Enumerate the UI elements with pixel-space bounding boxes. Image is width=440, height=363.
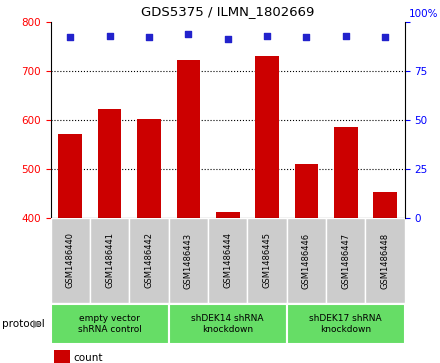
Point <box>106 33 113 38</box>
Title: GDS5375 / ILMN_1802669: GDS5375 / ILMN_1802669 <box>141 5 315 18</box>
Point <box>381 34 389 40</box>
Text: empty vector
shRNA control: empty vector shRNA control <box>78 314 142 334</box>
Bar <box>169 304 287 344</box>
Bar <box>59 134 82 363</box>
Bar <box>137 119 161 363</box>
Bar <box>90 218 129 303</box>
Point <box>185 30 192 36</box>
Text: GSM1486448: GSM1486448 <box>381 232 390 289</box>
Bar <box>98 109 121 363</box>
Bar <box>287 304 405 344</box>
Text: GSM1486440: GSM1486440 <box>66 232 75 289</box>
Bar <box>51 218 90 303</box>
Text: count: count <box>73 352 103 363</box>
Point <box>146 34 153 40</box>
Bar <box>373 192 397 363</box>
Bar <box>176 60 200 363</box>
Bar <box>295 164 318 363</box>
Point <box>264 33 271 38</box>
Text: GSM1486447: GSM1486447 <box>341 232 350 289</box>
Point <box>67 34 74 40</box>
Text: GSM1486444: GSM1486444 <box>223 232 232 289</box>
Bar <box>287 218 326 303</box>
Text: GSM1486445: GSM1486445 <box>263 232 271 289</box>
Point <box>342 33 349 38</box>
Point <box>303 34 310 40</box>
Text: 100%: 100% <box>409 9 439 19</box>
Point <box>224 37 231 42</box>
Bar <box>208 218 247 303</box>
Bar <box>51 304 169 344</box>
Bar <box>326 218 366 303</box>
Text: GSM1486441: GSM1486441 <box>105 232 114 289</box>
Bar <box>54 350 70 363</box>
Text: GSM1486446: GSM1486446 <box>302 232 311 289</box>
Bar <box>216 212 239 363</box>
Bar <box>255 56 279 363</box>
Text: ▶: ▶ <box>33 319 41 329</box>
Text: GSM1486442: GSM1486442 <box>144 232 154 289</box>
Text: shDEK17 shRNA
knockdown: shDEK17 shRNA knockdown <box>309 314 382 334</box>
Text: GSM1486443: GSM1486443 <box>184 232 193 289</box>
Bar <box>366 218 405 303</box>
Bar <box>129 218 169 303</box>
Bar <box>169 218 208 303</box>
Text: shDEK14 shRNA
knockdown: shDEK14 shRNA knockdown <box>191 314 264 334</box>
Bar <box>247 218 287 303</box>
Bar <box>334 127 358 363</box>
Text: protocol: protocol <box>2 319 45 329</box>
